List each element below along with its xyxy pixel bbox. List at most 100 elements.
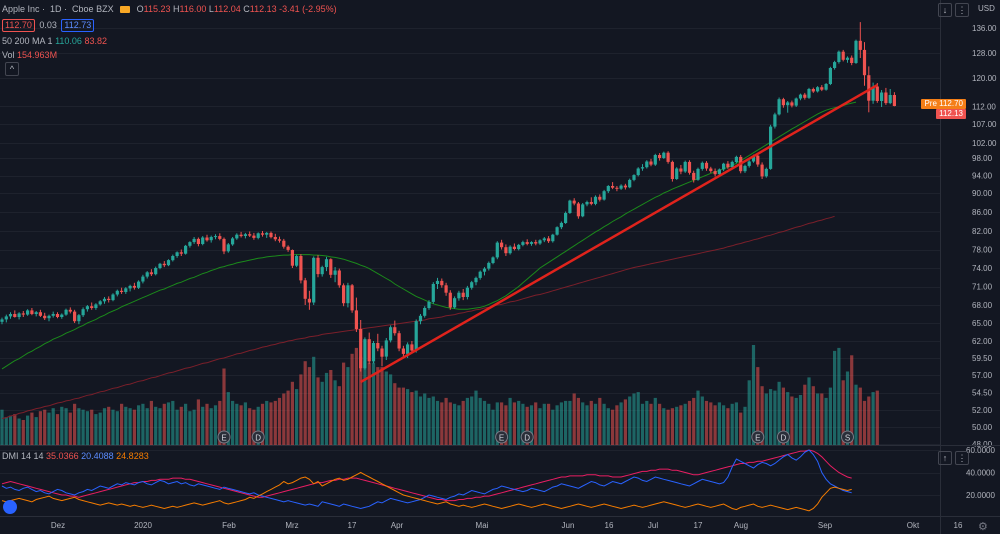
pane-more-icon[interactable]: ⋮ bbox=[955, 451, 969, 465]
candle-body bbox=[884, 92, 888, 104]
volume-bar bbox=[171, 400, 175, 445]
pre-market-tag: Pre 112.70 bbox=[921, 99, 966, 109]
candle-body bbox=[871, 86, 875, 101]
candle-body bbox=[406, 344, 410, 354]
candle-body bbox=[640, 167, 645, 169]
volume-bar bbox=[619, 402, 623, 445]
volume-bar bbox=[658, 403, 662, 445]
volume-bar bbox=[107, 406, 111, 445]
cloud-logo-icon[interactable] bbox=[3, 500, 17, 514]
symbol-header: Apple Inc · 1D · Cboe BZX O115.23 H116.0… bbox=[2, 4, 337, 14]
candle-body bbox=[196, 238, 200, 244]
candle-body bbox=[316, 257, 320, 275]
candle-body bbox=[307, 298, 311, 303]
volume-bar bbox=[307, 367, 311, 445]
ma-label: 50 200 MA 1 bbox=[2, 36, 53, 46]
trendline[interactable] bbox=[360, 84, 878, 384]
volume-legend[interactable]: Vol 154.963M bbox=[2, 50, 57, 60]
candle-body bbox=[77, 315, 81, 322]
volume-bar bbox=[196, 399, 200, 445]
dmi-legend[interactable]: DMI 14 14 35.0366 20.4088 24.8283 bbox=[2, 451, 149, 461]
ma-legend[interactable]: 50 200 MA 1 110.06 83.82 bbox=[2, 36, 107, 46]
volume-bar bbox=[854, 384, 858, 445]
time-tick-label: 16 bbox=[954, 521, 963, 530]
volume-bar bbox=[837, 347, 841, 445]
volume-bar bbox=[704, 400, 709, 445]
more-icon[interactable]: ⋮ bbox=[955, 3, 969, 17]
volume-bar bbox=[371, 362, 376, 445]
candle-body bbox=[632, 175, 636, 180]
candle-body bbox=[478, 271, 482, 278]
candle-body bbox=[670, 161, 674, 179]
volume-bar bbox=[747, 380, 751, 445]
volume-bar bbox=[504, 405, 508, 445]
candle-body bbox=[798, 94, 803, 99]
volume-bar bbox=[743, 406, 747, 445]
candle-body bbox=[162, 263, 166, 266]
volume-bar bbox=[320, 381, 324, 445]
interval[interactable]: 1D bbox=[50, 4, 62, 14]
last-price-tag: 112.13 bbox=[936, 109, 966, 119]
volume-bar bbox=[457, 405, 461, 445]
price-axis[interactable]: 136.00 128.00 120.00 112.00 107.00 102.00 98.0… bbox=[966, 24, 997, 500]
volume-bar bbox=[448, 402, 452, 445]
time-tick-label: Jul bbox=[648, 521, 658, 530]
candle-body bbox=[393, 327, 397, 334]
volume-bar bbox=[43, 409, 47, 445]
candle-body bbox=[867, 75, 871, 101]
candle-body bbox=[90, 306, 94, 308]
candle-body bbox=[248, 234, 252, 236]
volume-bar bbox=[841, 380, 845, 445]
event-markers[interactable]: E D DE E D S bbox=[217, 430, 854, 444]
candle-body bbox=[615, 187, 619, 189]
volume-bar bbox=[145, 408, 149, 445]
candle-body bbox=[376, 343, 380, 349]
volume-bar bbox=[346, 367, 350, 445]
candle-body bbox=[675, 168, 679, 179]
volume-bar bbox=[231, 400, 235, 445]
volume-bar bbox=[115, 411, 119, 445]
candle-body bbox=[777, 99, 781, 115]
volume-bar bbox=[286, 390, 290, 445]
candle-body bbox=[828, 68, 832, 84]
volume-bar bbox=[482, 400, 487, 445]
volume-bar bbox=[376, 367, 380, 445]
pane-arrow-up-icon[interactable]: ↑ bbox=[938, 451, 952, 465]
candle-body bbox=[704, 162, 709, 169]
settings-gear-icon[interactable]: ⚙ bbox=[978, 521, 988, 533]
volume-bar bbox=[645, 400, 649, 445]
candle-body bbox=[888, 95, 892, 104]
volume-bar bbox=[201, 406, 205, 445]
volume-bar bbox=[692, 397, 696, 445]
event-marker-label: E bbox=[755, 434, 760, 443]
volume-bar bbox=[158, 408, 162, 445]
market-status-icon[interactable] bbox=[120, 6, 131, 14]
volume-bar bbox=[0, 409, 4, 445]
volume-bar bbox=[350, 353, 354, 445]
candle-body bbox=[98, 301, 102, 305]
volume-bar bbox=[833, 350, 837, 445]
symbol-name[interactable]: Apple Inc bbox=[2, 4, 40, 14]
volume-bar bbox=[102, 408, 107, 445]
time-tick-label: Mai bbox=[476, 521, 489, 530]
volume-bar bbox=[175, 409, 179, 445]
volume-bar bbox=[418, 396, 423, 445]
candle-body bbox=[380, 348, 384, 357]
volume-bar bbox=[273, 400, 277, 445]
bid-button[interactable]: 112.70 bbox=[2, 19, 35, 32]
volume-bar bbox=[397, 387, 401, 445]
candle-body bbox=[81, 309, 85, 316]
collapse-legend-button[interactable]: ^ bbox=[5, 62, 19, 76]
candle-body bbox=[794, 98, 798, 106]
price-tick-label: 57.00 bbox=[972, 371, 993, 380]
price-tick-label: 78.00 bbox=[972, 246, 993, 255]
arrow-down-icon[interactable]: ↓ bbox=[938, 3, 952, 17]
ask-button[interactable]: 112.73 bbox=[61, 19, 95, 32]
candle-body bbox=[235, 234, 239, 239]
time-axis[interactable]: Dez 2020 Feb Mrz 17 Apr Mai Jun 16 Jul 17 Aug Sep Okt… bbox=[51, 521, 963, 530]
volume-bar bbox=[538, 408, 542, 445]
last-price-value: 112.13 bbox=[939, 109, 963, 118]
candle-body bbox=[273, 237, 277, 240]
candle-body bbox=[564, 213, 568, 223]
